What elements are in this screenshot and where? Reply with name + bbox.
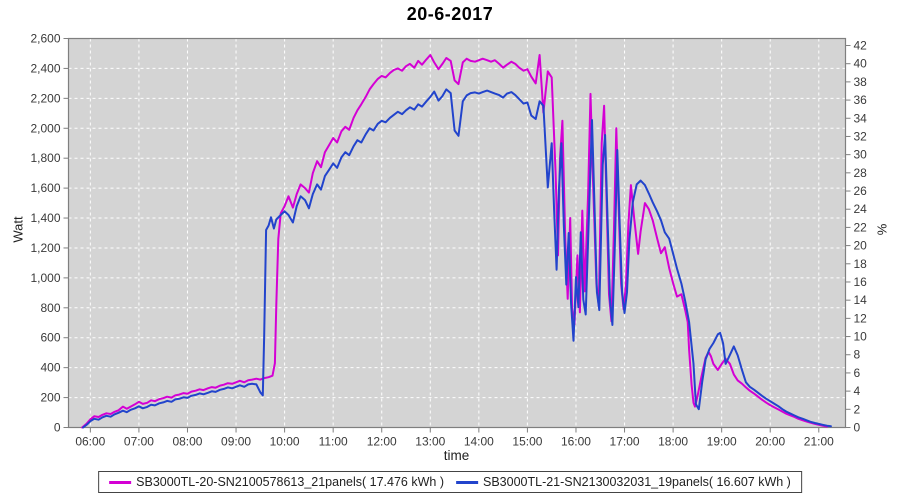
svg-text:4: 4 bbox=[854, 384, 861, 398]
svg-text:20: 20 bbox=[854, 239, 868, 253]
svg-text:10: 10 bbox=[854, 330, 868, 344]
svg-text:15:00: 15:00 bbox=[512, 435, 542, 449]
legend-swatch-blue bbox=[456, 480, 478, 484]
plot-area bbox=[68, 38, 846, 428]
svg-text:0: 0 bbox=[854, 421, 861, 435]
svg-text:42: 42 bbox=[854, 39, 868, 53]
svg-text:0: 0 bbox=[54, 421, 61, 435]
svg-text:2: 2 bbox=[854, 402, 861, 416]
svg-text:12:00: 12:00 bbox=[367, 435, 397, 449]
legend-item-inverter-20: SB3000TL-20-SN2100578613_21panels( 17.47… bbox=[109, 475, 444, 489]
svg-text:2,600: 2,600 bbox=[30, 32, 60, 46]
svg-text:2,400: 2,400 bbox=[30, 61, 60, 75]
svg-text:200: 200 bbox=[40, 391, 60, 405]
legend-label-inverter-21: SB3000TL-21-SN2130032031_19panels( 16.60… bbox=[483, 475, 791, 489]
svg-text:18:00: 18:00 bbox=[658, 435, 688, 449]
svg-text:24: 24 bbox=[854, 202, 868, 216]
svg-text:400: 400 bbox=[40, 361, 60, 375]
svg-text:1,800: 1,800 bbox=[30, 151, 60, 165]
svg-text:38: 38 bbox=[854, 75, 868, 89]
svg-text:17:00: 17:00 bbox=[610, 435, 640, 449]
svg-text:20:00: 20:00 bbox=[755, 435, 785, 449]
svg-text:26: 26 bbox=[854, 184, 868, 198]
svg-text:8: 8 bbox=[854, 348, 861, 362]
y-axis-label-watt: Watt bbox=[10, 216, 26, 243]
legend-item-inverter-21: SB3000TL-21-SN2130032031_19panels( 16.60… bbox=[456, 475, 791, 489]
svg-text:1,400: 1,400 bbox=[30, 211, 60, 225]
svg-text:21:00: 21:00 bbox=[804, 435, 834, 449]
svg-text:14:00: 14:00 bbox=[464, 435, 494, 449]
svg-text:16:00: 16:00 bbox=[561, 435, 591, 449]
svg-text:40: 40 bbox=[854, 57, 868, 71]
svg-text:19:00: 19:00 bbox=[707, 435, 737, 449]
legend: SB3000TL-20-SN2100578613_21panels( 17.47… bbox=[98, 471, 802, 493]
svg-text:11:00: 11:00 bbox=[319, 435, 348, 449]
y-axis-label-percent: % bbox=[874, 223, 890, 236]
svg-text:600: 600 bbox=[40, 331, 60, 345]
svg-text:28: 28 bbox=[854, 166, 868, 180]
legend-swatch-magenta bbox=[109, 480, 132, 484]
svg-text:36: 36 bbox=[854, 93, 868, 107]
svg-text:32: 32 bbox=[854, 129, 868, 143]
svg-text:08:00: 08:00 bbox=[172, 435, 202, 449]
legend-label-inverter-20: SB3000TL-20-SN2100578613_21panels( 17.47… bbox=[136, 475, 444, 489]
svg-text:6: 6 bbox=[854, 366, 861, 380]
svg-text:1,200: 1,200 bbox=[30, 241, 60, 255]
chart-title: 20-6-2017 bbox=[406, 4, 494, 24]
svg-text:800: 800 bbox=[40, 301, 60, 315]
svg-text:34: 34 bbox=[854, 111, 868, 125]
svg-text:1,000: 1,000 bbox=[30, 271, 60, 285]
svg-text:16: 16 bbox=[854, 275, 868, 289]
svg-text:09:00: 09:00 bbox=[221, 435, 251, 449]
svg-text:30: 30 bbox=[854, 148, 868, 162]
chart-canvas: 02004006008001,0001,2001,4001,6001,8002,… bbox=[30, 32, 868, 449]
svg-text:22: 22 bbox=[854, 220, 868, 234]
svg-text:2,200: 2,200 bbox=[30, 91, 60, 105]
svg-text:12: 12 bbox=[854, 311, 868, 325]
svg-text:06:00: 06:00 bbox=[75, 435, 105, 449]
svg-text:18: 18 bbox=[854, 257, 868, 271]
svg-text:07:00: 07:00 bbox=[124, 435, 154, 449]
svg-text:10:00: 10:00 bbox=[270, 435, 300, 449]
series-line-1 bbox=[82, 88, 832, 429]
svg-text:1,600: 1,600 bbox=[30, 181, 60, 195]
svg-text:2,000: 2,000 bbox=[30, 121, 60, 135]
svg-text:13:00: 13:00 bbox=[415, 435, 445, 449]
x-axis-label-time: time bbox=[443, 448, 470, 463]
svg-text:14: 14 bbox=[854, 293, 868, 307]
